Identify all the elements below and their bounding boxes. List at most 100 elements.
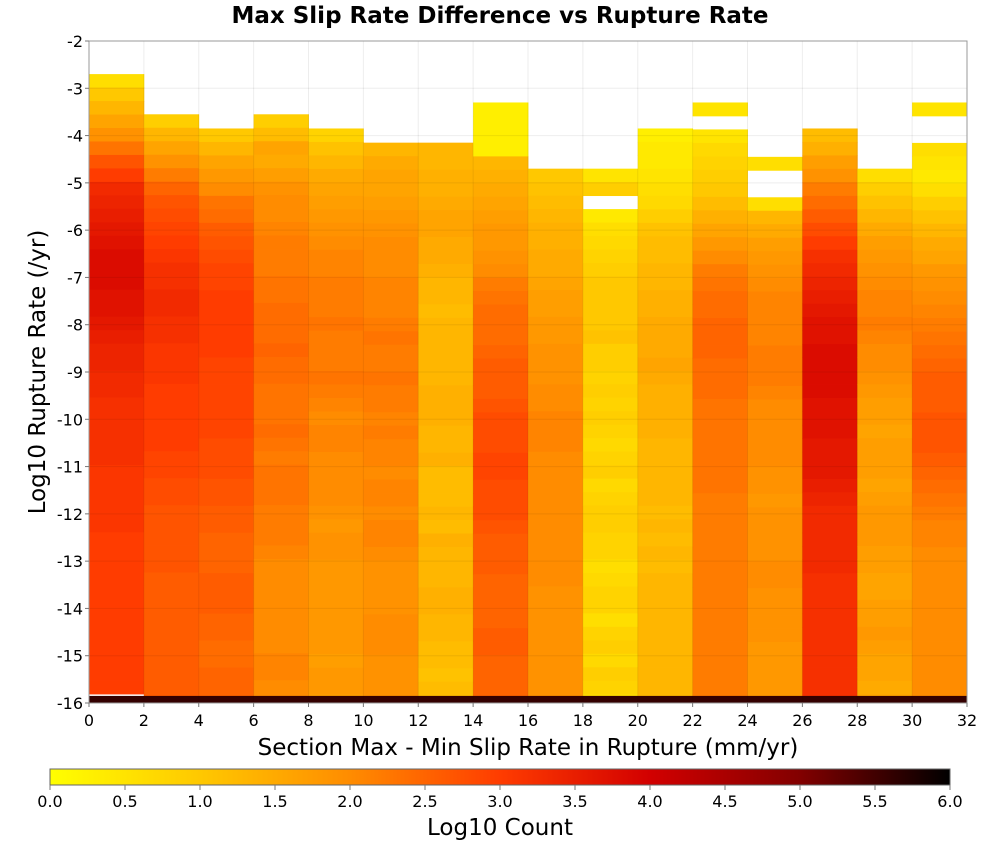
heatmap-cell: [473, 277, 529, 292]
heatmap-cell: [418, 156, 474, 171]
heatmap-cell: [308, 290, 364, 305]
heatmap-cell: [857, 613, 913, 628]
heatmap-cell: [198, 263, 255, 278]
heatmap-cell: [308, 492, 364, 507]
heatmap-cell: [912, 277, 968, 292]
heatmap-cell: [637, 330, 694, 345]
heatmap-cell: [253, 141, 309, 156]
heatmap-cell: [418, 304, 474, 319]
heatmap-cell: [528, 505, 584, 520]
heatmap-cell: [802, 411, 858, 426]
heatmap-cell: [582, 653, 639, 668]
heatmap-cell: [528, 384, 584, 399]
heatmap-cell: [308, 317, 364, 332]
heatmap-cell: [692, 452, 748, 467]
heatmap-cell: [253, 559, 309, 573]
heatmap-cell: [692, 331, 748, 346]
heatmap-cell: [857, 465, 913, 480]
heatmap-cell: [802, 384, 858, 399]
heatmap-cell: [912, 237, 968, 252]
heatmap-cell: [253, 653, 309, 668]
heatmap-cell: [802, 532, 858, 547]
heatmap-cell: [253, 491, 309, 506]
heatmap-cell: [582, 478, 639, 493]
heatmap-cell: [89, 411, 145, 425]
heatmap-cell: [253, 316, 309, 331]
heatmap-cell: [143, 518, 200, 533]
x-tick-label: 30: [902, 711, 922, 730]
heatmap-cell: [198, 155, 255, 170]
heatmap-cell: [253, 114, 309, 129]
heatmap-cell: [89, 141, 145, 156]
heatmap-cell: [363, 641, 419, 656]
heatmap-cell: [747, 668, 803, 683]
heatmap-cell: [802, 492, 858, 507]
heatmap-cell: [143, 639, 200, 654]
heatmap-cell: [857, 182, 913, 197]
heatmap-cell: [253, 410, 309, 425]
heatmap-cell: [143, 370, 200, 385]
heatmap-cell: [253, 666, 309, 681]
x-axis-label: Section Max - Min Slip Rate in Rupture (…: [258, 735, 799, 761]
heatmap-cell: [363, 506, 419, 521]
heatmap-cell: [582, 384, 639, 399]
heatmap-cell: [528, 559, 584, 574]
heatmap-cell: [747, 372, 803, 387]
y-tick-label: -10: [57, 410, 83, 429]
heatmap-cell: [198, 344, 255, 358]
heatmap-cell: [89, 464, 145, 479]
heatmap-cell: [89, 195, 145, 210]
heatmap-cell: [582, 370, 639, 385]
colorbar-tick-label: 3.0: [487, 792, 512, 811]
heatmap-cell: [857, 478, 913, 493]
heatmap-cell: [802, 451, 858, 466]
heatmap-cell: [582, 559, 639, 574]
heatmap-cell: [418, 385, 474, 400]
heatmap-cell: [418, 600, 474, 615]
heatmap-cell: [473, 655, 529, 669]
heatmap-cell: [637, 398, 694, 412]
heatmap-cell: [912, 398, 968, 413]
x-tick-label: 2: [139, 711, 149, 730]
heatmap-cell: [363, 196, 419, 211]
heatmap-cell: [418, 506, 474, 521]
heatmap-cell: [418, 317, 474, 332]
x-tick-label: 12: [408, 711, 428, 730]
heatmap-cell: [418, 169, 474, 184]
heatmap-cell: [857, 438, 913, 453]
heatmap-cell: [473, 196, 529, 211]
heatmap-cell: [912, 291, 968, 306]
heatmap-cell: [857, 546, 913, 560]
heatmap-cell: [528, 397, 584, 412]
heatmap-cell: [857, 343, 913, 358]
heatmap-cell: [802, 519, 858, 534]
heatmap-cell: [692, 601, 748, 615]
heatmap-cell: [89, 330, 145, 345]
heatmap-cell: [528, 236, 584, 250]
heatmap-cell: [198, 492, 255, 507]
heatmap-cell: [198, 317, 255, 332]
heatmap-cell: [308, 222, 364, 237]
heatmap-cell: [692, 614, 748, 629]
heatmap-cell: [363, 520, 419, 534]
heatmap-cell: [253, 235, 309, 250]
heatmap-cell: [582, 168, 639, 183]
heatmap-cell: [802, 586, 858, 601]
y-tick-label: -13: [57, 552, 83, 571]
heatmap-cell: [747, 345, 803, 360]
heatmap-cell: [143, 127, 200, 142]
heatmap-cell: [143, 612, 200, 627]
heatmap-cell: [143, 329, 200, 344]
heatmap-cell: [143, 666, 200, 681]
heatmap-cell: [89, 276, 145, 291]
heatmap-cell: [308, 451, 364, 466]
heatmap-cell: [637, 505, 694, 520]
heatmap-cell: [473, 452, 529, 467]
heatmap-cell: [473, 264, 529, 279]
heatmap-cell: [747, 399, 803, 414]
heatmap-cell: [308, 465, 364, 480]
heatmap-cell: [253, 329, 309, 344]
heatmap-cell: [418, 210, 474, 224]
heatmap-cell: [198, 532, 255, 547]
heatmap-cell: [582, 519, 639, 533]
